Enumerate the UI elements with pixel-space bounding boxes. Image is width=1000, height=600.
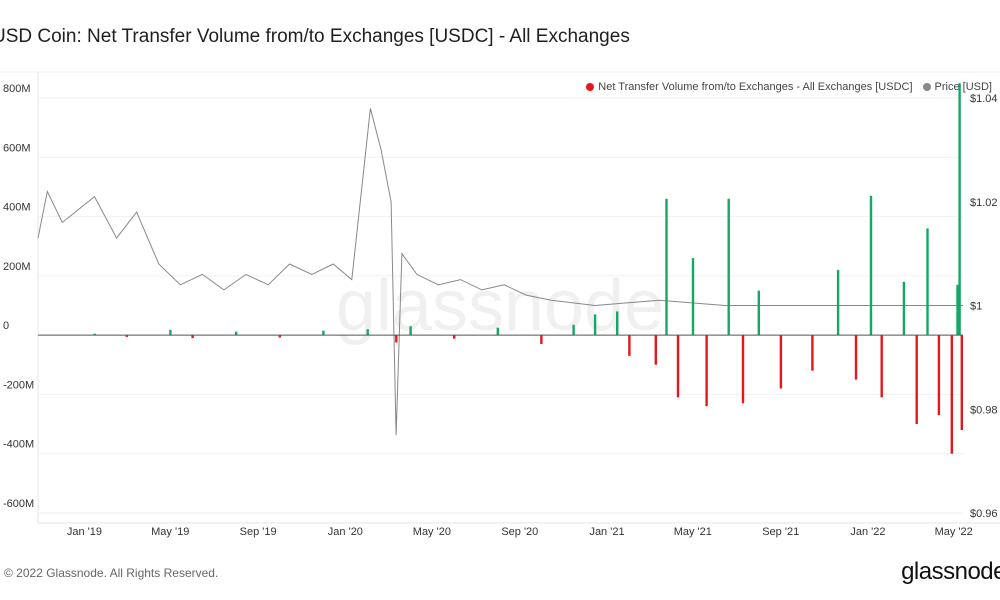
net-volume-bar <box>654 335 657 365</box>
net-volume-bar <box>937 335 941 416</box>
net-volume-bar <box>836 269 840 336</box>
watermark-text: glassnode <box>336 266 664 346</box>
net-volume-bar <box>705 335 708 407</box>
net-volume-bar <box>496 327 499 336</box>
x-tick-label: May '20 <box>413 526 451 538</box>
axes: 800M 600M 400M 200M 0 -200M -400M -600M $1.04 $1.… <box>3 83 998 538</box>
net-volume-bar <box>235 331 238 336</box>
price-series <box>37 108 963 436</box>
x-tick-label: May '22 <box>935 526 973 538</box>
net-volume-bar <box>926 228 929 336</box>
net-volume-bar <box>366 329 369 336</box>
net-volume-bar <box>691 258 695 336</box>
net-volume-bar <box>322 330 325 336</box>
net-volume-bar <box>757 290 760 336</box>
right-tick-label: $0.98 <box>970 404 998 416</box>
brand-logo: glassnode <box>901 558 1000 585</box>
x-tick-label: May '19 <box>151 526 189 538</box>
legend-item-price[interactable]: Price [USD] <box>922 81 992 93</box>
legend-price-dot <box>922 83 931 91</box>
net-volume-bar <box>854 335 858 380</box>
left-tick-label: 400M <box>3 202 31 214</box>
net-volume-bar <box>540 335 543 344</box>
net-volume-bar <box>915 335 918 424</box>
legend-net-dot <box>586 83 595 91</box>
right-tick-label: $1.04 <box>970 93 998 105</box>
net-volume-bar <box>665 198 668 336</box>
legend-price-label: Price [USD] <box>934 81 992 93</box>
net-volume-bar <box>741 335 745 404</box>
net-volume-bar <box>593 314 597 336</box>
legend: Net Transfer Volume from/to Exchanges - … <box>586 81 992 93</box>
right-tick-label: $1 <box>970 301 982 313</box>
right-tick-label: $1.02 <box>970 197 998 209</box>
x-tick-label: Sep '20 <box>501 526 538 538</box>
left-tick-label: 800M <box>3 83 31 95</box>
right-tick-label: $0.96 <box>970 508 998 520</box>
price-line <box>37 108 963 436</box>
x-tick-label: Sep '19 <box>240 526 277 538</box>
watermark: glassnode <box>336 266 664 346</box>
net-volume-bar <box>779 335 783 389</box>
x-tick-label: Jan '19 <box>67 526 102 538</box>
net-volume-bar <box>572 324 575 336</box>
net-volume-bar <box>727 198 730 336</box>
net-volume-bar <box>902 281 906 336</box>
net-volume-bar <box>278 335 281 338</box>
net-volume-bar <box>811 335 814 371</box>
x-tick-label: Jan '21 <box>589 526 624 538</box>
left-tick-label: 0 <box>3 320 9 332</box>
left-tick-label: -200M <box>3 379 34 391</box>
net-volume-bar <box>960 335 963 430</box>
net-volume-bar <box>125 335 128 337</box>
left-tick-label: -400M <box>3 439 34 451</box>
copyright-text: © 2022 Glassnode. All Rights Reserved. <box>4 566 219 580</box>
x-tick-label: May '21 <box>674 526 712 538</box>
net-volume-bar <box>616 311 619 336</box>
net-volume-bar <box>93 333 96 336</box>
chart-title: USD Coin: Net Transfer Volume from/to Ex… <box>0 26 630 47</box>
net-volume-bar <box>628 335 631 356</box>
net-volume-bar <box>676 335 680 398</box>
legend-net-label: Net Transfer Volume from/to Exchanges - … <box>598 81 913 93</box>
left-tick-label: 200M <box>3 261 31 273</box>
x-tick-label: Jan '20 <box>328 526 363 538</box>
x-tick-label: Jan '22 <box>850 526 885 538</box>
left-tick-label: -600M <box>3 498 34 510</box>
net-volume-bar <box>191 335 194 339</box>
x-tick-label: Sep '21 <box>762 526 799 538</box>
legend-item-net[interactable]: Net Transfer Volume from/to Exchanges - … <box>586 81 913 93</box>
net-volume-bar <box>453 335 456 339</box>
net-volume-bar <box>950 335 953 454</box>
net-volume-bar <box>958 83 961 336</box>
net-volume-series <box>93 83 963 454</box>
net-volume-bar <box>409 326 412 336</box>
net-volume-bar <box>169 329 172 336</box>
net-volume-bar <box>880 335 883 398</box>
net-volume-bar <box>869 195 873 336</box>
net-volume-bar <box>956 284 959 336</box>
net-volume-bar <box>395 335 398 343</box>
left-tick-label: 600M <box>3 142 31 154</box>
